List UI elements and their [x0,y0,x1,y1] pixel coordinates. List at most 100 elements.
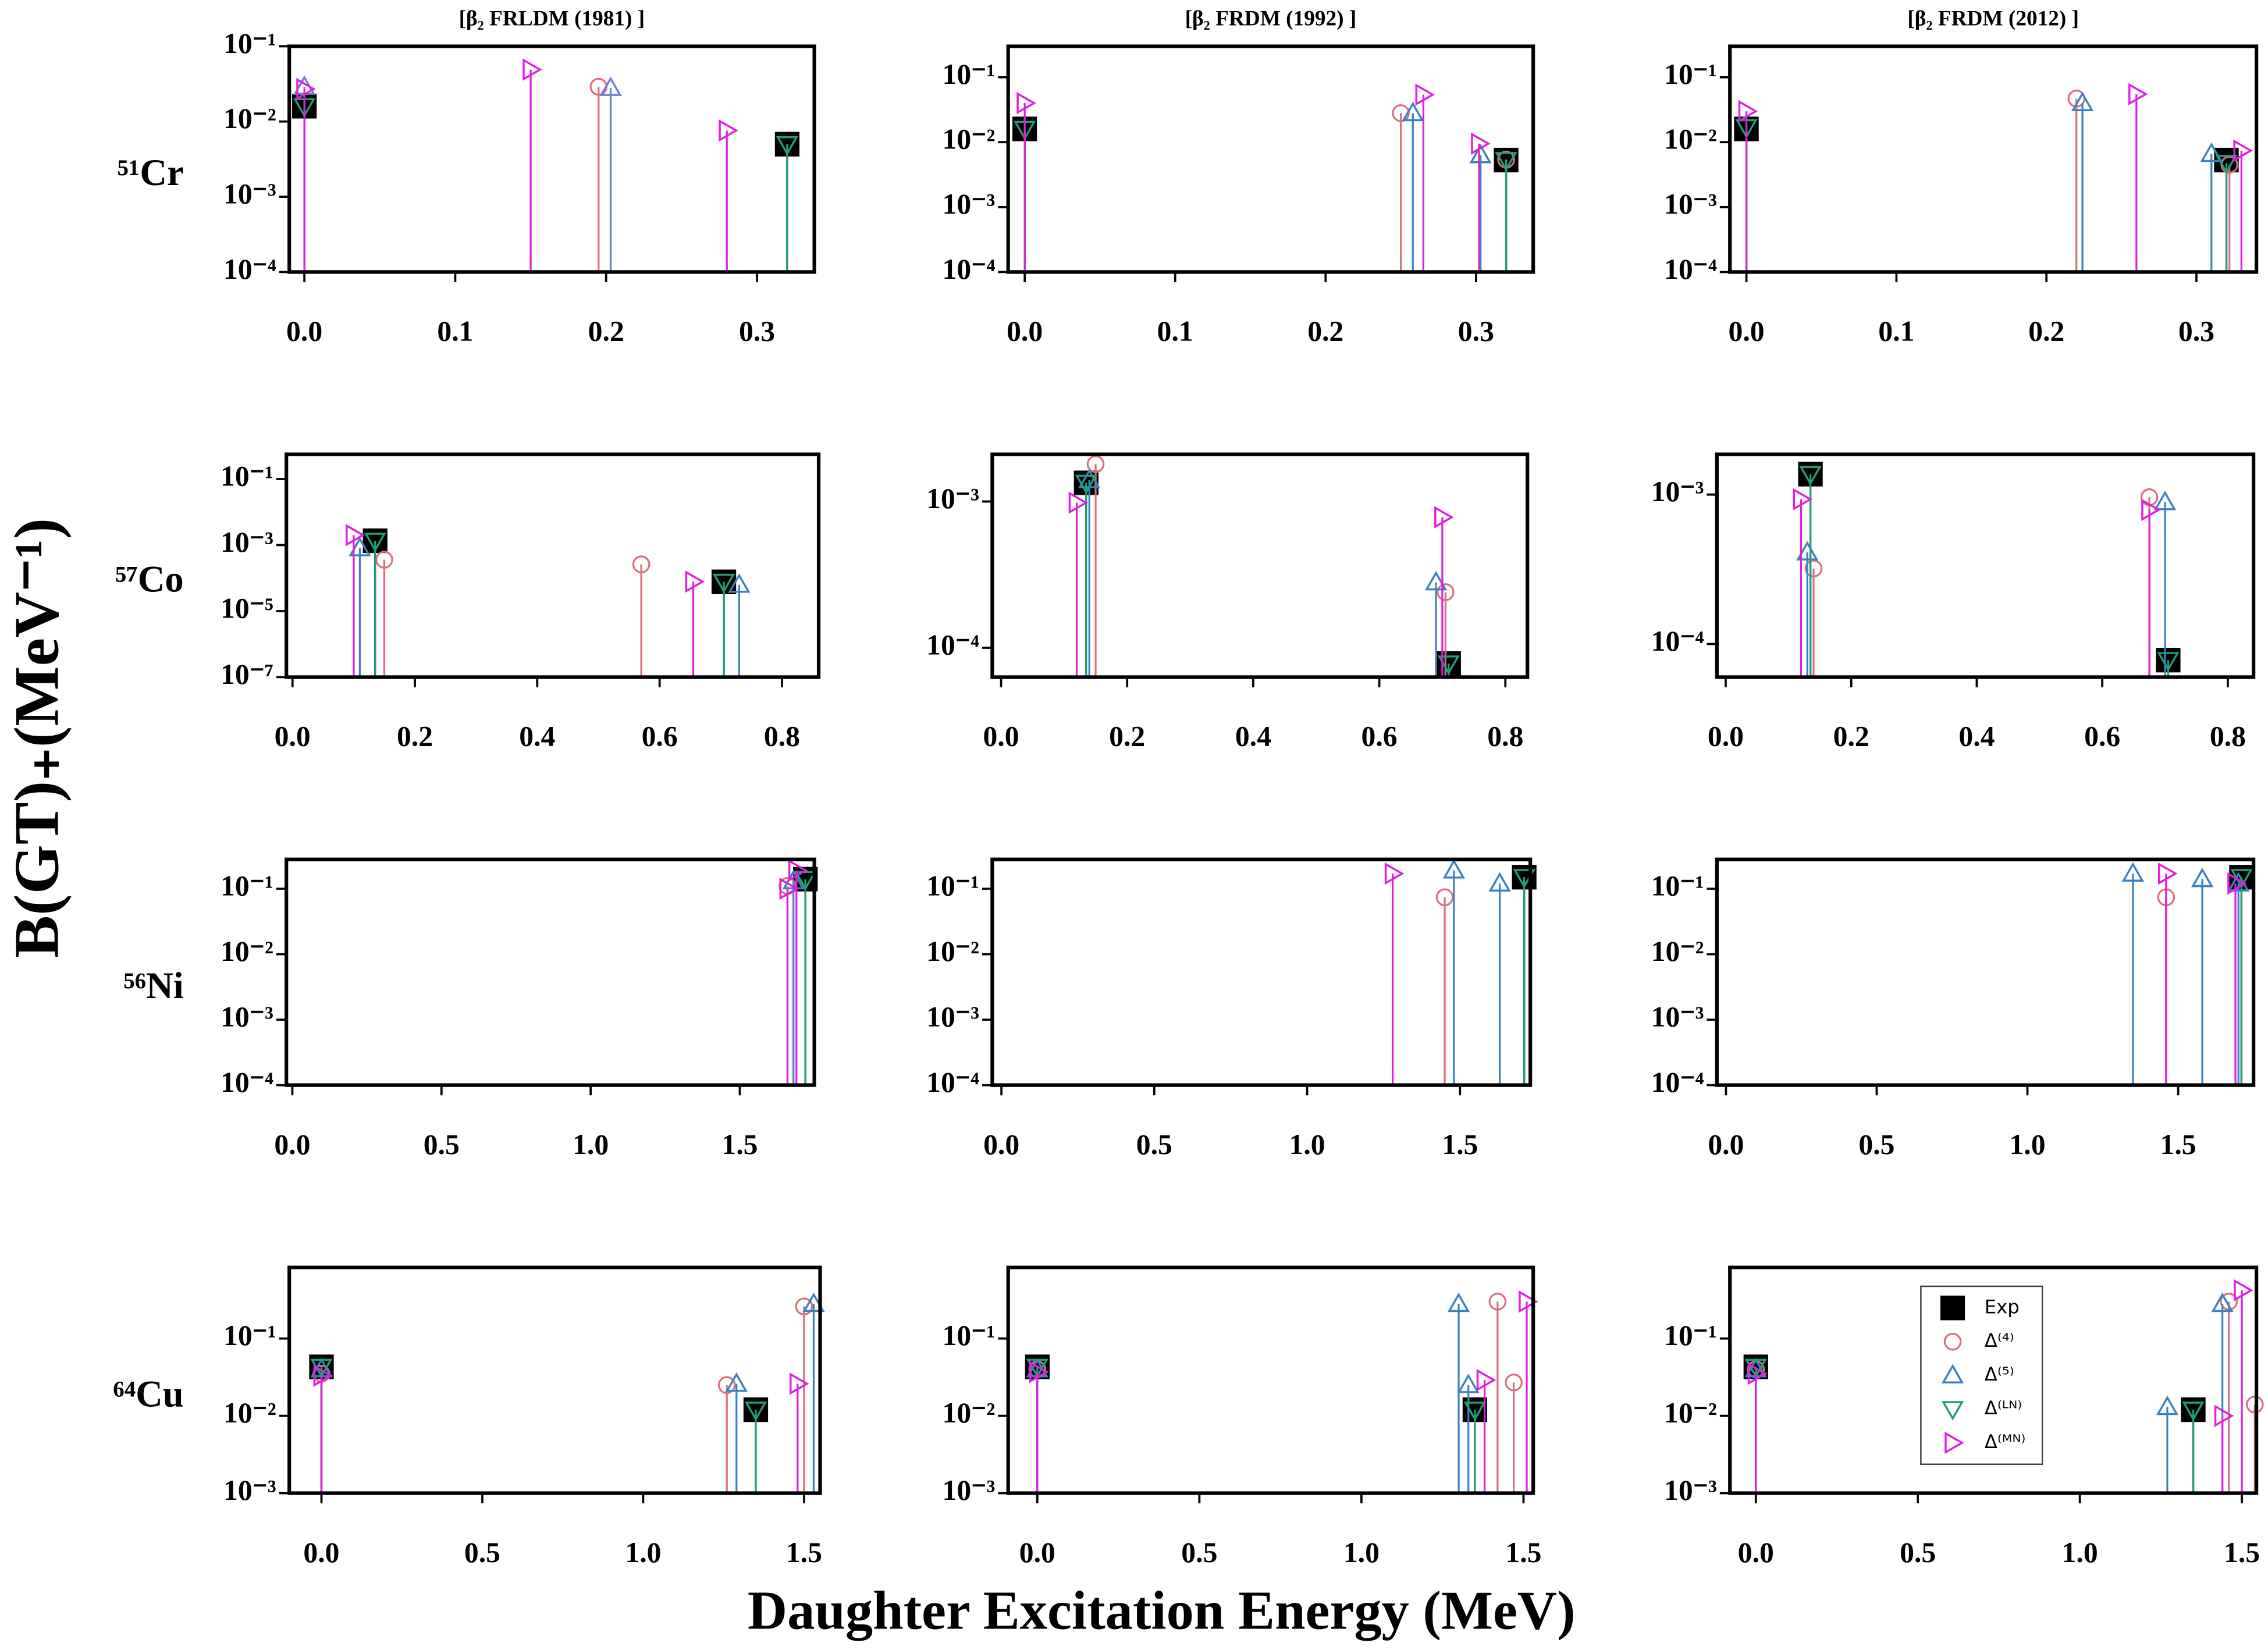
marker-triangle [2121,862,2145,882]
plot-frame [1715,452,2256,679]
row-label: ⁵¹Cr [118,151,184,193]
y-tick-label: 10⁻³ [223,1474,276,1506]
y-tick-label: 10⁻³ [1664,1474,1717,1506]
x-tick-label: 0.5 [1181,1537,1217,1569]
y-tick-label: 10⁻¹ [1664,1319,1717,1351]
y-tick-label: 10⁻¹ [1651,870,1704,902]
marker-triangle [364,533,386,552]
marker-circle [1804,559,1823,578]
y-tick-label: 10⁻² [926,935,979,967]
x-tick-label: 0.3 [2178,315,2214,347]
marker-triangle [2158,862,2178,885]
x-tick-label: 0.0 [1708,1129,1744,1161]
column-title: [β₂ FRDM (1992) ] [1185,6,1357,30]
x-tick-label: 0.4 [519,721,555,753]
marker-triangle [719,119,738,142]
y-tick-label: 10⁻⁷ [221,658,273,690]
x-tick-label: 1.5 [1505,1537,1541,1569]
y-tick-label: 10⁻² [1651,935,1704,967]
legend-label: Δ⁽⁵⁾ [1985,1363,2014,1385]
y-tick-label: 10⁻² [223,1397,276,1429]
marker-triangle [1495,152,1517,172]
plot-frame [1006,1265,1535,1495]
marker-triangle [1471,132,1491,155]
marker-triangle [1944,1431,1964,1454]
x-tick-label: 1.0 [2062,1537,2098,1569]
plot-frame [1728,44,2259,274]
plot-frame [1006,44,1535,274]
marker-triangle [1519,1290,1538,1313]
marker-triangle [794,871,817,891]
y-tick-label: 10⁻⁴ [926,629,979,661]
y-tick-label: 10⁻¹ [943,1319,996,1351]
x-tick-label: 0.1 [437,315,473,347]
marker-triangle [2234,1279,2253,1302]
marker-circle [1943,1332,1962,1351]
marker-triangle [1941,1401,1964,1421]
marker-triangle [1469,144,1492,164]
marker-triangle [2071,91,2094,112]
x-tick-label: 1.5 [786,1537,822,1569]
marker-triangle [313,1364,333,1387]
marker-triangle [1747,1362,1768,1385]
x-tick-label: 1.5 [1442,1129,1478,1161]
marker-triangle [1424,570,1448,591]
y-tick-label: 10⁻¹ [221,870,273,902]
marker-triangle [1437,655,1460,675]
x-tick-label: 1.0 [1343,1537,1380,1569]
x-tick-label: 0.1 [1878,315,1914,347]
marker-triangle [788,859,808,882]
y-tick-label: 10⁻³ [221,1000,273,1032]
marker-triangle [2233,139,2253,162]
marker-triangle [1402,101,1424,122]
marker-triangle [2156,1395,2179,1415]
x-tick-label: 0.2 [1833,721,1869,753]
marker-triangle [2141,498,2161,521]
marker-triangle [712,573,735,594]
marker-triangle [296,77,316,101]
marker-triangle [1793,488,1813,511]
row-label: ⁶⁴Cu [113,1372,183,1414]
y-tick-label: 10⁻² [1664,1397,1717,1429]
row-label: ⁵⁶Ni [123,964,183,1006]
x-tick-label: 0.0 [274,1129,310,1161]
x-tick-label: 0.5 [1858,1129,1894,1161]
y-tick-label: 10⁻³ [1651,476,1704,508]
marker-triangle [685,570,705,593]
marker-triangle [2128,83,2148,105]
x-tick-label: 0.2 [397,721,433,753]
y-tick-label: 10⁻⁴ [221,1066,273,1098]
marker-triangle [728,573,751,593]
plot-frame [287,1265,822,1495]
y-tick-label: 10⁻¹ [926,870,979,902]
marker-triangle [1384,862,1405,885]
plot-frame [990,452,1530,679]
marker-triangle [1075,474,1097,495]
y-tick-label: 10⁻⁴ [943,253,996,285]
marker-triangle [2153,491,2177,510]
legend-label: Δ⁽ᴸᴺ⁾ [1985,1397,2022,1419]
x-tick-label: 0.3 [739,315,775,347]
marker-circle [1488,1293,1507,1311]
marker-triangle [1799,466,1822,486]
x-tick-label: 0.0 [1708,721,1744,753]
marker-triangle [1447,1292,1470,1312]
row-label: ⁵⁷Co [115,558,184,600]
legend-label: Δ⁽⁴⁾ [1985,1329,2014,1351]
marker-triangle [2211,1292,2234,1312]
y-tick-label: 10⁻³ [926,1000,979,1032]
plot-frame [1715,857,2256,1087]
marker-triangle [744,1401,767,1421]
y-tick-label: 10⁻⁵ [221,592,273,624]
x-tick-label: 0.5 [1900,1537,1936,1569]
plot-frame [287,44,816,274]
marker-triangle [776,136,799,156]
marker-triangle [1415,83,1435,106]
marker-triangle [2157,652,2180,672]
legend-label: Δ⁽ᴹᴺ⁾ [1985,1431,2026,1453]
plot-frame [285,452,821,679]
x-tick-label: 0.0 [1019,1537,1055,1569]
marker-circle [375,551,393,569]
